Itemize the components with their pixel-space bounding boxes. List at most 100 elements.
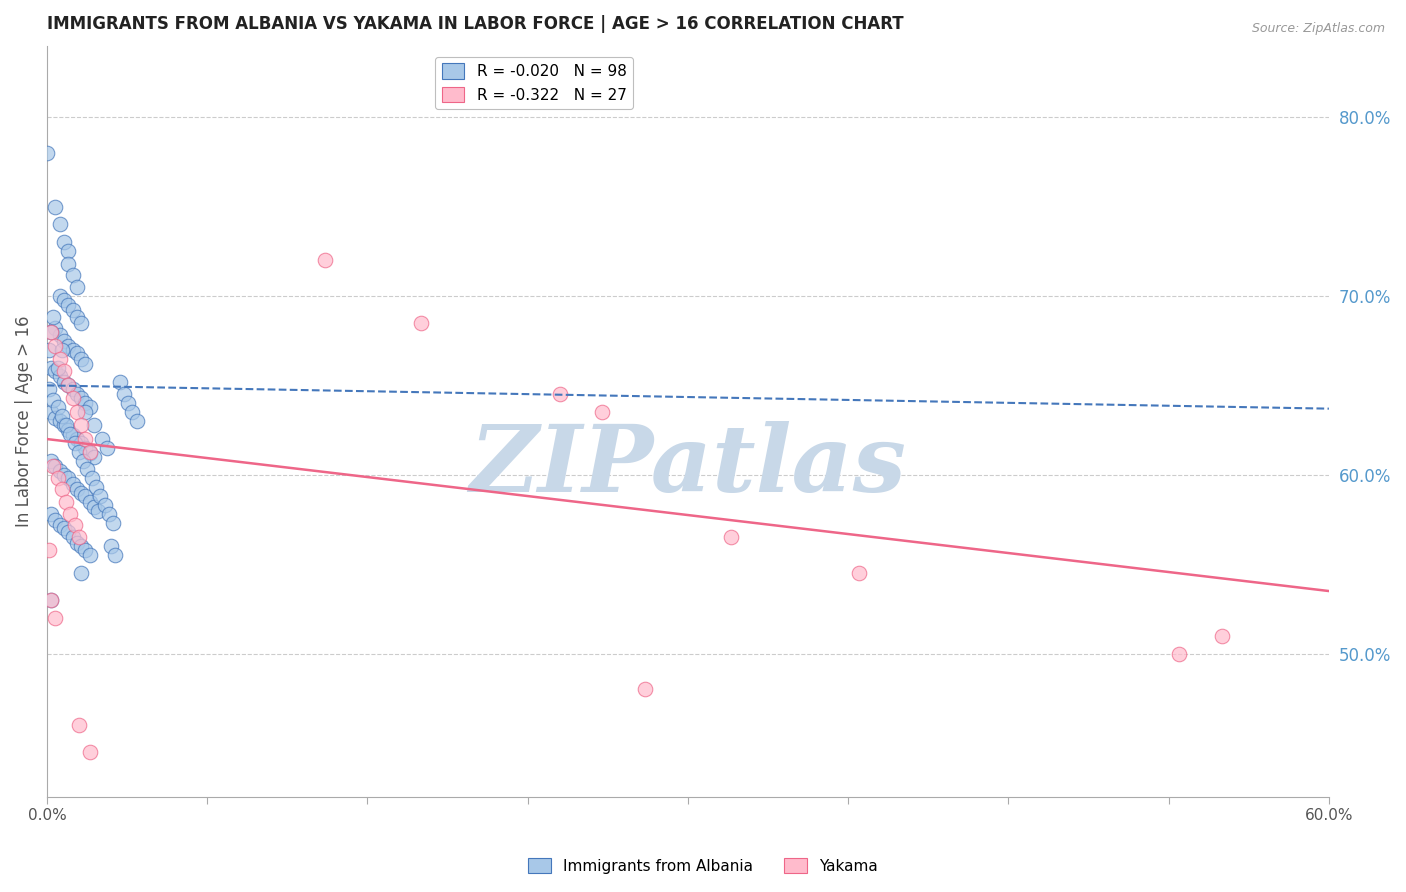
Point <box>62 391 84 405</box>
Point <box>44 200 66 214</box>
Point <box>848 566 870 581</box>
Point <box>634 682 657 697</box>
Point <box>53 521 76 535</box>
Point <box>62 428 84 442</box>
Point <box>55 494 77 508</box>
Point <box>72 453 94 467</box>
Point <box>38 343 60 357</box>
Point <box>58 257 80 271</box>
Point <box>42 310 65 325</box>
Point <box>97 507 120 521</box>
Point <box>44 321 66 335</box>
Point <box>67 444 90 458</box>
Point <box>70 351 93 366</box>
Point <box>66 310 89 325</box>
Point <box>409 316 432 330</box>
Point <box>58 298 80 312</box>
Point <box>62 303 84 318</box>
Point <box>66 432 89 446</box>
Point <box>66 482 89 496</box>
Point <box>80 471 103 485</box>
Point <box>39 593 62 607</box>
Point <box>51 482 73 496</box>
Point <box>63 517 86 532</box>
Point <box>79 400 101 414</box>
Point <box>70 316 93 330</box>
Point <box>42 392 65 407</box>
Point <box>58 378 80 392</box>
Point <box>51 343 73 357</box>
Point <box>67 530 90 544</box>
Point <box>46 471 69 485</box>
Point <box>62 530 84 544</box>
Point <box>44 339 66 353</box>
Point <box>58 471 80 485</box>
Point <box>67 718 90 732</box>
Point <box>79 745 101 759</box>
Point <box>53 334 76 348</box>
Point <box>39 453 62 467</box>
Point <box>46 400 69 414</box>
Point <box>53 364 76 378</box>
Point <box>48 351 70 366</box>
Point <box>59 507 82 521</box>
Point <box>75 405 97 419</box>
Point <box>58 244 80 259</box>
Point <box>44 611 66 625</box>
Legend: R = -0.020   N = 98, R = -0.322   N = 27: R = -0.020 N = 98, R = -0.322 N = 27 <box>436 57 633 109</box>
Point <box>62 476 84 491</box>
Point <box>58 524 80 539</box>
Legend: Immigrants from Albania, Yakama: Immigrants from Albania, Yakama <box>522 852 884 880</box>
Point <box>108 375 131 389</box>
Text: IMMIGRANTS FROM ALBANIA VS YAKAMA IN LABOR FORCE | AGE > 16 CORRELATION CHART: IMMIGRANTS FROM ALBANIA VS YAKAMA IN LAB… <box>46 15 904 33</box>
Point <box>66 405 89 419</box>
Point <box>66 346 89 360</box>
Point <box>104 549 127 563</box>
Point <box>96 441 118 455</box>
Point <box>117 396 139 410</box>
Point <box>1168 647 1191 661</box>
Point <box>76 462 98 476</box>
Point <box>83 450 105 464</box>
Point <box>83 417 105 432</box>
Point <box>48 218 70 232</box>
Point <box>720 530 742 544</box>
Point <box>121 405 143 419</box>
Point <box>75 432 97 446</box>
Point <box>39 507 62 521</box>
Point <box>83 500 105 514</box>
Point <box>591 405 613 419</box>
Point <box>48 289 70 303</box>
Point <box>66 280 89 294</box>
Point <box>89 489 111 503</box>
Point <box>39 325 62 339</box>
Point <box>75 441 97 455</box>
Point <box>84 480 107 494</box>
Point <box>70 539 93 553</box>
Point <box>39 593 62 607</box>
Point <box>48 414 70 428</box>
Point <box>38 382 60 396</box>
Point <box>75 542 97 557</box>
Point <box>100 539 122 553</box>
Point <box>39 325 62 339</box>
Point <box>75 396 97 410</box>
Point <box>112 387 135 401</box>
Text: ZIPatlas: ZIPatlas <box>470 421 907 511</box>
Point <box>66 535 89 549</box>
Point <box>1211 629 1233 643</box>
Point <box>70 485 93 500</box>
Point <box>58 378 80 392</box>
Point <box>70 417 93 432</box>
Point <box>59 426 82 441</box>
Point <box>44 410 66 425</box>
Text: Source: ZipAtlas.com: Source: ZipAtlas.com <box>1251 22 1385 36</box>
Point <box>79 494 101 508</box>
Point <box>62 343 84 357</box>
Point <box>35 145 58 160</box>
Point <box>125 414 148 428</box>
Point <box>91 432 114 446</box>
Point <box>51 409 73 423</box>
Point <box>44 512 66 526</box>
Point <box>48 369 70 384</box>
